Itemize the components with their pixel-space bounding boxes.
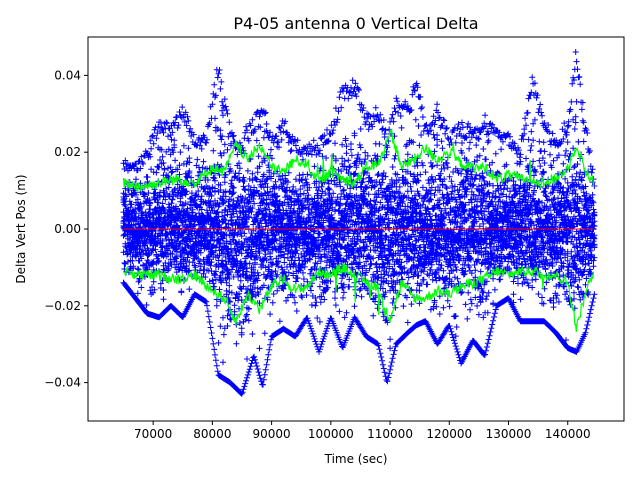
x-tick-label: 140000 (545, 427, 591, 441)
x-tick-label: 80000 (193, 427, 231, 441)
y-axis: −0.04 −0.02 0.00 0.02 0.04 (44, 68, 88, 390)
y-tick-label: 0.02 (54, 145, 81, 159)
x-axis: 70000 80000 90000 100000 110000 120000 130000 1… (134, 421, 591, 441)
x-tick-label: 120000 (426, 427, 472, 441)
y-tick-label: 0.00 (54, 222, 81, 236)
lines-layer (122, 128, 595, 333)
x-tick-label: 90000 (253, 427, 291, 441)
x-axis-label: Time (sec) (324, 452, 388, 466)
upper-envelope-line (122, 128, 595, 192)
x-tick-label: 130000 (486, 427, 532, 441)
y-tick-label: 0.04 (54, 68, 81, 82)
y-tick-label: −0.04 (44, 376, 81, 390)
lower-envelope-line (123, 262, 595, 333)
points-layer (120, 49, 598, 397)
y-tick-label: −0.02 (44, 299, 81, 313)
x-tick-label: 110000 (367, 427, 413, 441)
x-tick-label: 100000 (308, 427, 354, 441)
chart-title: P4-05 antenna 0 Vertical Delta (233, 14, 478, 33)
y-axis-label: Delta Vert Pos (m) (14, 174, 28, 283)
delta-points-markers (120, 49, 598, 397)
x-tick-label: 70000 (134, 427, 172, 441)
